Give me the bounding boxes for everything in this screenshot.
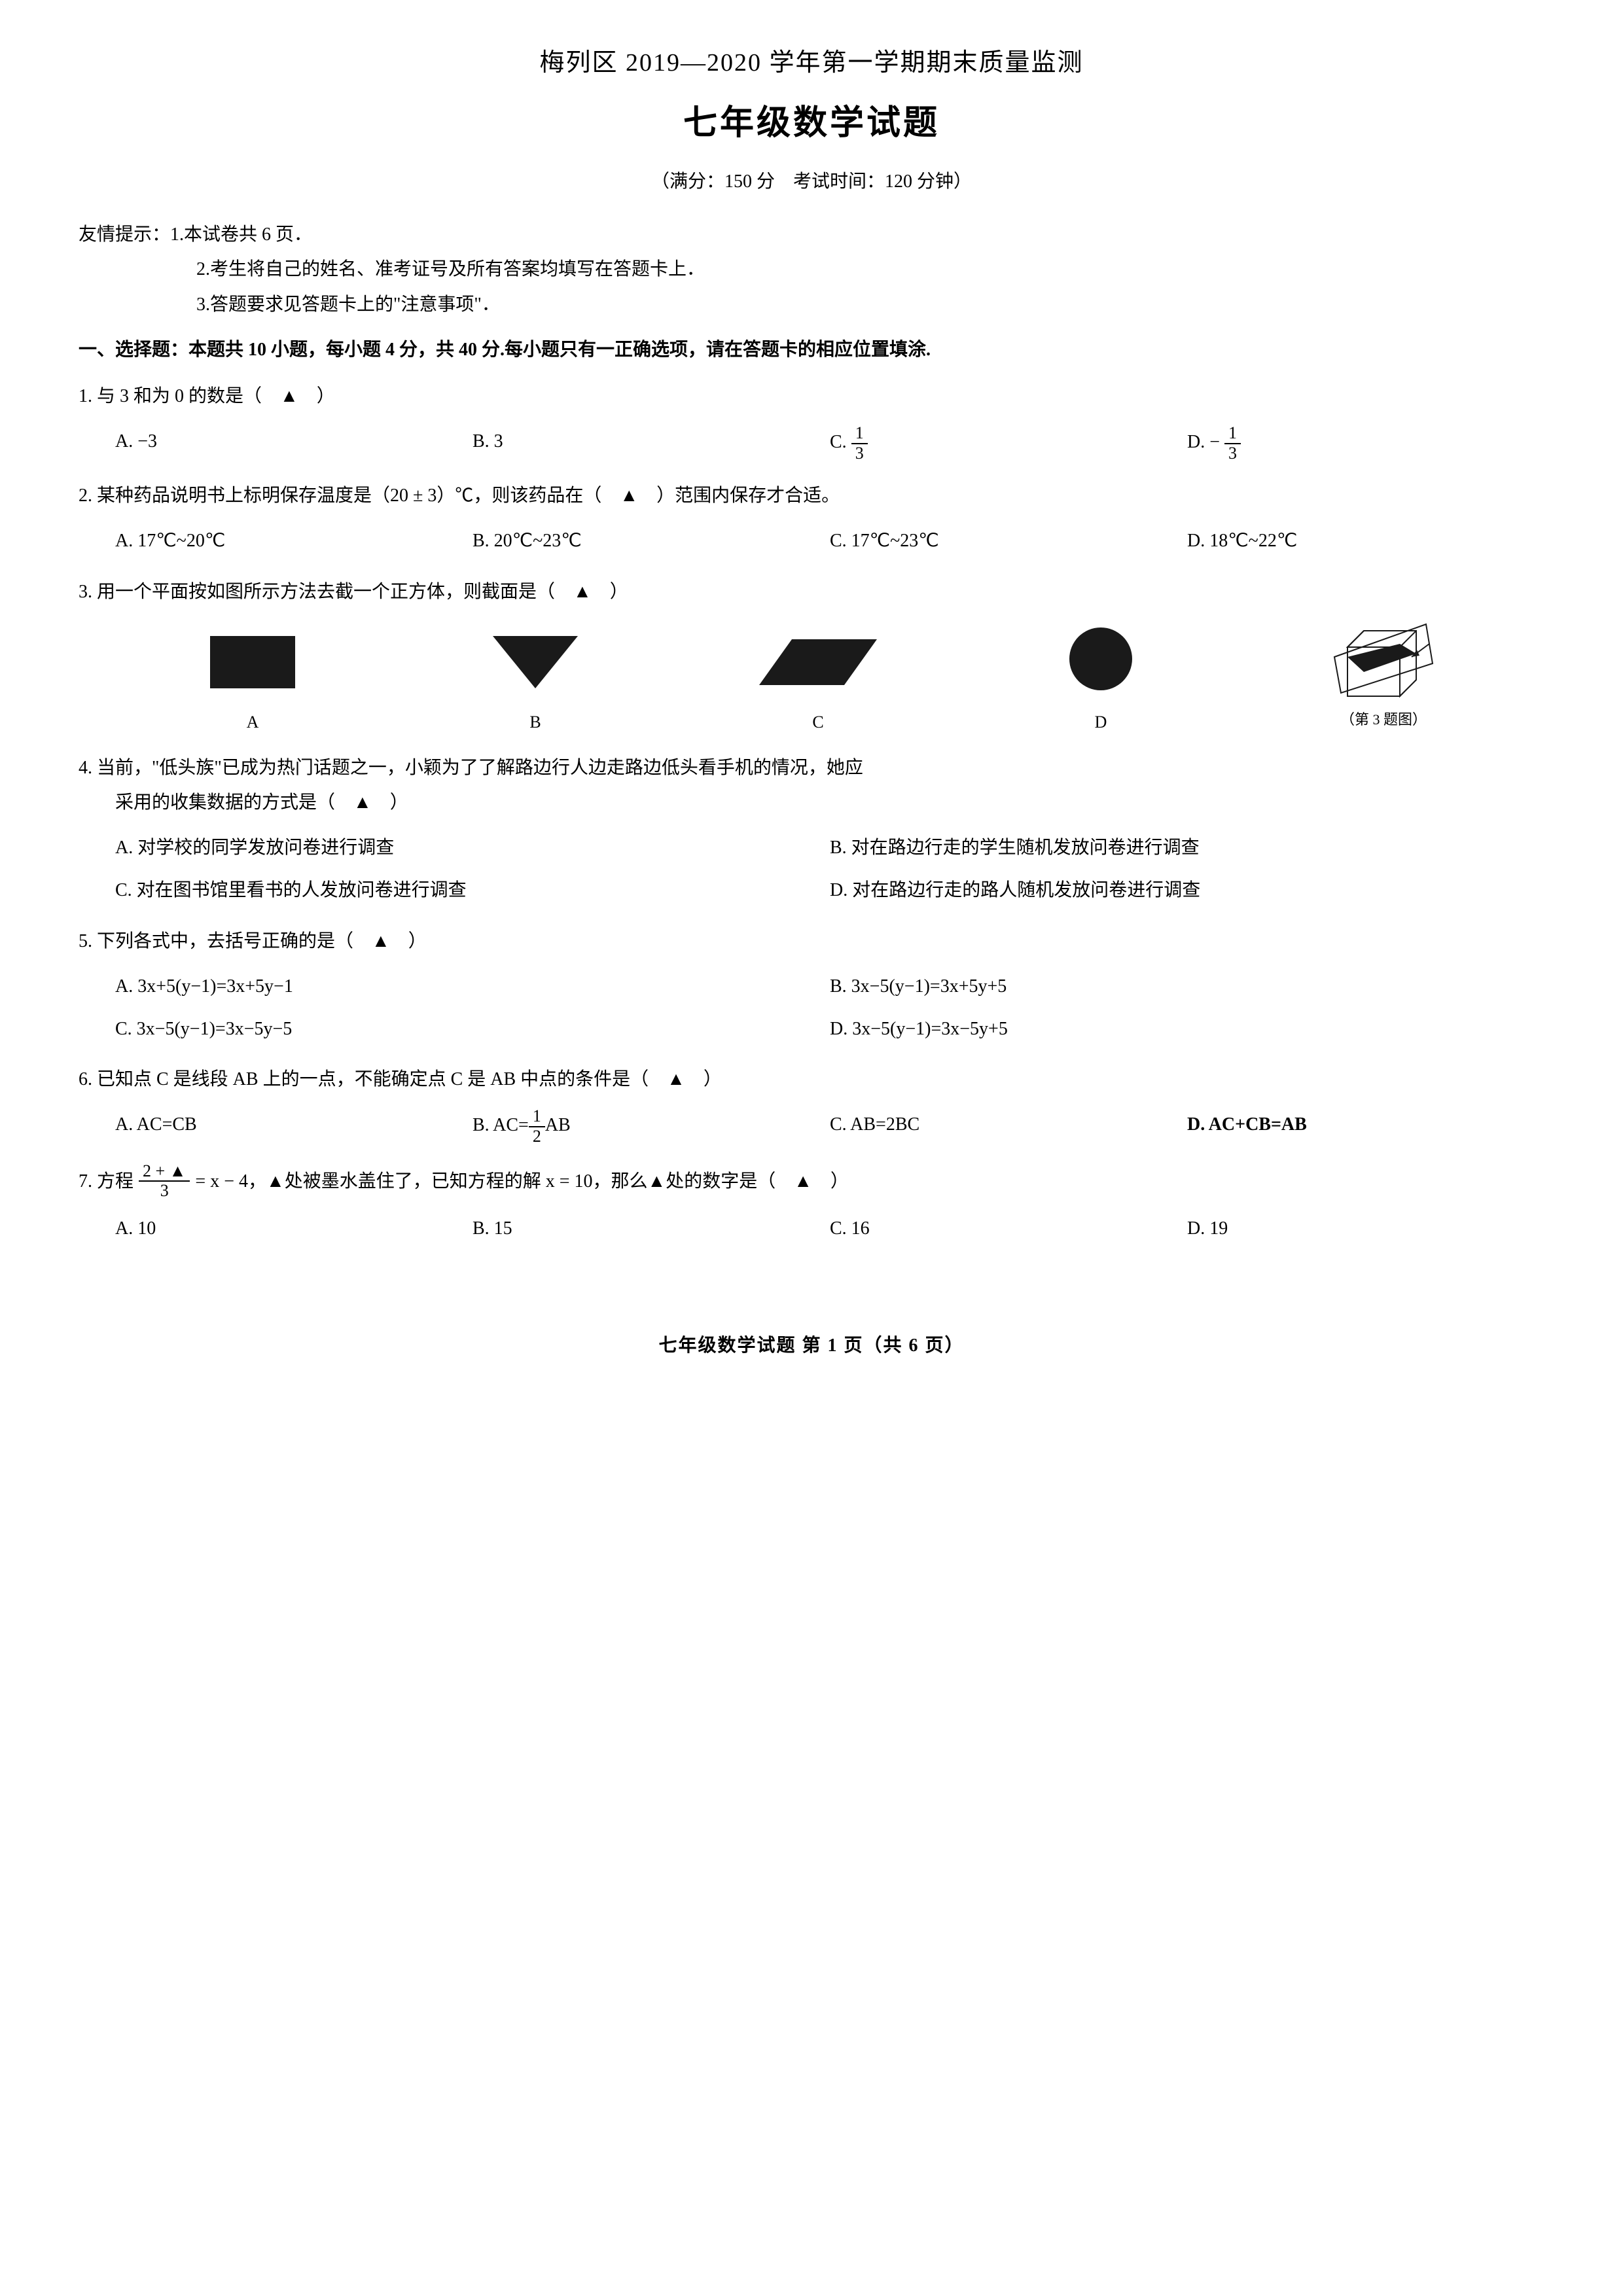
q1-d-den: 3 xyxy=(1224,444,1241,463)
exam-info: （满分：150 分 考试时间：120 分钟） xyxy=(79,164,1544,199)
q5-opt-d: D. 3x−5(y−1)=3x−5y+5 xyxy=(830,1008,1544,1050)
q3-label-d: D xyxy=(966,706,1236,738)
q1-d-num: 1 xyxy=(1224,424,1241,444)
q1-stem: 1. 与 3 和为 0 的数是（ ▲ ） xyxy=(79,379,1544,414)
q1-c-den: 3 xyxy=(851,444,868,463)
q3-shape-b: B xyxy=(401,633,670,739)
q4-stem-2: 采用的收集数据的方式是（ ▲ ） xyxy=(115,785,1544,820)
q6-b-suffix: AB xyxy=(545,1115,571,1135)
circle-icon xyxy=(1065,626,1137,692)
hint-2: 2.考生将自己的姓名、准考证号及所有答案均填写在答题卡上． xyxy=(196,252,1544,287)
q1-d-prefix: D. − xyxy=(1187,432,1220,452)
q3-label-b: B xyxy=(401,706,670,738)
q6-b-den: 2 xyxy=(529,1127,545,1146)
q7-opt-b: B. 15 xyxy=(473,1207,830,1250)
q7-opt-c: C. 16 xyxy=(830,1207,1187,1250)
q3-shape-d: D xyxy=(966,626,1236,739)
q2-opt-a: A. 17℃~20℃ xyxy=(115,520,473,562)
q7-opt-d: D. 19 xyxy=(1187,1207,1544,1250)
q7-den: 3 xyxy=(139,1182,190,1201)
question-1: 1. 与 3 和为 0 的数是（ ▲ ） A. −3 B. 3 C. 1 3 D… xyxy=(79,379,1544,467)
q4-opt-a: A. 对学校的同学发放问卷进行调查 xyxy=(115,826,830,869)
parallelogram-icon xyxy=(759,633,877,692)
q3-label-a: A xyxy=(118,706,387,738)
question-2: 2. 某种药品说明书上标明保存温度是（20 ± 3）℃，则该药品在（ ▲ ）范围… xyxy=(79,478,1544,562)
q3-label-c: C xyxy=(683,706,953,738)
question-6: 6. 已知点 C 是线段 AB 上的一点，不能确定点 C 是 AB 中点的条件是… xyxy=(79,1062,1544,1150)
q6-opt-d: D. AC+CB=AB xyxy=(1187,1103,1544,1150)
question-7: 7. 方程 2 + ▲ 3 = x − 4，▲处被墨水盖住了，已知方程的解 x … xyxy=(79,1162,1544,1250)
q2-opt-d: D. 18℃~22℃ xyxy=(1187,520,1544,562)
pre-title: 梅列区 2019—2020 学年第一学期期末质量监测 xyxy=(79,39,1544,86)
question-3: 3. 用一个平面按如图所示方法去截一个正方体，则截面是（ ▲ ） A B C D xyxy=(79,574,1544,739)
q2-stem: 2. 某种药品说明书上标明保存温度是（20 ± 3）℃，则该药品在（ ▲ ）范围… xyxy=(79,478,1544,513)
q3-shape-c: C xyxy=(683,633,953,739)
q1-opt-c: C. 1 3 xyxy=(830,420,1187,467)
q6-b-prefix: B. AC= xyxy=(473,1115,529,1135)
q7-fraction: 2 + ▲ 3 xyxy=(139,1162,190,1201)
q1-c-fraction: 1 3 xyxy=(851,424,868,463)
q5-opt-c: C. 3x−5(y−1)=3x−5y−5 xyxy=(115,1008,830,1050)
q3-shape-a: A xyxy=(118,633,387,739)
q7-num: 2 + ▲ xyxy=(139,1162,190,1182)
q1-opt-d: D. − 1 3 xyxy=(1187,420,1544,467)
q4-opt-c: C. 对在图书馆里看书的人发放问卷进行调查 xyxy=(115,869,830,911)
q3-stem: 3. 用一个平面按如图所示方法去截一个正方体，则截面是（ ▲ ） xyxy=(79,574,1544,609)
q1-d-fraction: 1 3 xyxy=(1224,424,1241,463)
q1-opt-b: B. 3 xyxy=(473,420,830,467)
section-1-heading: 一、选择题：本题共 10 小题，每小题 4 分，共 40 分.每小题只有一正确选… xyxy=(79,332,1544,367)
question-4: 4. 当前，"低头族"已成为热门话题之一，小颖为了了解路边行人边走路边低头看手机… xyxy=(79,751,1544,912)
q6-opt-c: C. AB=2BC xyxy=(830,1103,1187,1150)
page-footer: 七年级数学试题 第 1 页（共 6 页） xyxy=(79,1328,1544,1363)
q7-prefix: 7. 方程 xyxy=(79,1164,134,1199)
q5-stem: 5. 下列各式中，去括号正确的是（ ▲ ） xyxy=(79,924,1544,959)
square-icon xyxy=(210,633,295,692)
q2-opt-b: B. 20℃~23℃ xyxy=(473,520,830,562)
q6-opt-a: A. AC=CB xyxy=(115,1103,473,1150)
q1-opt-a: A. −3 xyxy=(115,420,473,467)
q3-cube-caption: （第 3 题图） xyxy=(1249,706,1518,733)
q6-stem: 6. 已知点 C 是线段 AB 上的一点，不能确定点 C 是 AB 中点的条件是… xyxy=(79,1062,1544,1097)
q6-opt-b: B. AC=12AB xyxy=(473,1103,830,1150)
q4-opt-b: B. 对在路边行走的学生随机发放问卷进行调查 xyxy=(830,826,1544,869)
main-title: 七年级数学试题 xyxy=(79,92,1544,156)
question-5: 5. 下列各式中，去括号正确的是（ ▲ ） A. 3x+5(y−1)=3x+5y… xyxy=(79,924,1544,1051)
q7-opt-a: A. 10 xyxy=(115,1207,473,1250)
q4-stem-1: 4. 当前，"低头族"已成为热门话题之一，小颖为了了解路边行人边走路边低头看手机… xyxy=(79,751,1544,785)
q5-opt-a: A. 3x+5(y−1)=3x+5y−1 xyxy=(115,965,830,1008)
cube-cut-icon xyxy=(1328,621,1439,699)
q7-rest: = x − 4，▲处被墨水盖住了，已知方程的解 x = 10，那么▲处的数字是（… xyxy=(195,1164,849,1199)
q1-c-num: 1 xyxy=(851,424,868,444)
q6-b-fraction: 12 xyxy=(529,1107,545,1146)
q2-opt-c: C. 17℃~23℃ xyxy=(830,520,1187,562)
hint-3: 3.答题要求见答题卡上的"注意事项"． xyxy=(196,287,1544,322)
q4-opt-d: D. 对在路边行走的路人随机发放问卷进行调查 xyxy=(830,869,1544,911)
hint-1: 友情提示：1.本试卷共 6 页． xyxy=(79,217,1544,252)
q5-opt-b: B. 3x−5(y−1)=3x+5y+5 xyxy=(830,965,1544,1008)
q3-cube-figure: （第 3 题图） xyxy=(1249,621,1518,739)
q1-c-prefix: C. xyxy=(830,432,851,452)
triangle-icon xyxy=(493,633,578,692)
q6-b-num: 1 xyxy=(529,1107,545,1127)
